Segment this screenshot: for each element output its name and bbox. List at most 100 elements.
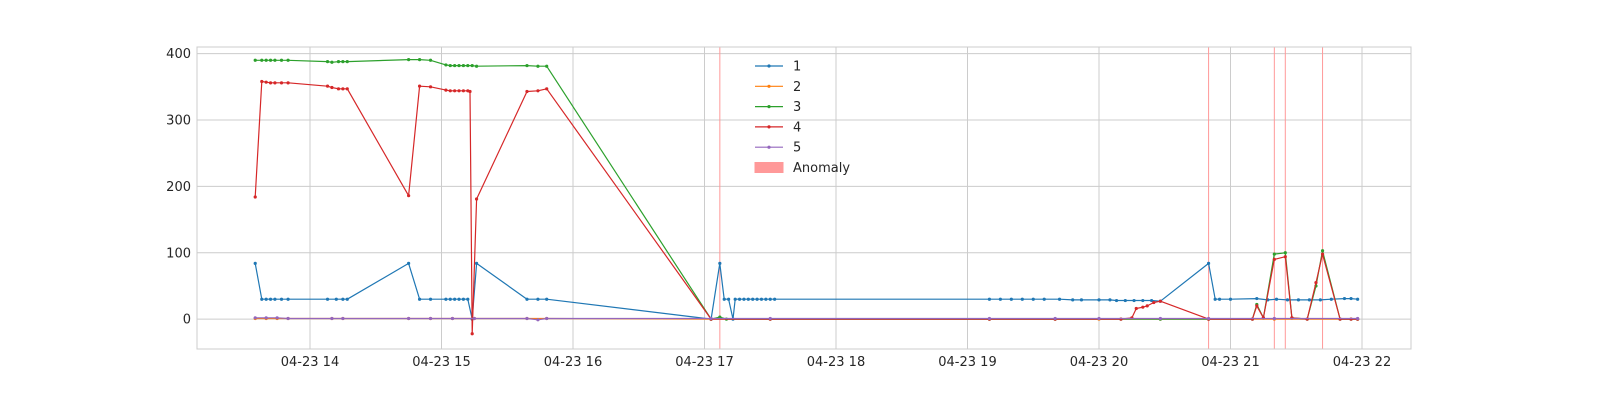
series-line — [254, 262, 1358, 320]
legend: 1 2 3 4 5 Anomaly — [754, 60, 850, 176]
data-point — [1141, 305, 1145, 309]
legend-item: 2 — [755, 80, 801, 95]
x-tick-label: 04-23 16 — [544, 355, 602, 370]
x-tick-label: 04-23 18 — [807, 355, 865, 370]
series-lines — [253, 58, 1360, 336]
data-point — [718, 261, 722, 265]
legend-marker — [767, 125, 771, 129]
data-point — [428, 316, 433, 321]
data-point — [746, 297, 750, 301]
data-point — [1320, 249, 1325, 253]
data-point — [279, 81, 284, 85]
data-point — [474, 197, 479, 201]
data-point — [545, 316, 549, 321]
data-point — [1255, 296, 1259, 301]
data-point — [457, 89, 461, 93]
data-point — [751, 297, 755, 301]
data-point — [336, 87, 341, 91]
data-point — [273, 58, 277, 62]
data-point — [1071, 298, 1075, 302]
data-point — [407, 58, 411, 62]
x-tick-label: 04-23 20 — [1070, 355, 1128, 370]
data-point — [461, 63, 466, 68]
data-point — [470, 63, 474, 68]
y-axis: 0 100 200 300 400 — [166, 47, 191, 327]
data-point — [1079, 298, 1084, 302]
data-point — [330, 85, 334, 90]
data-point — [417, 84, 422, 88]
data-point — [727, 297, 731, 301]
anomaly-markers — [719, 47, 1324, 349]
legend-swatch — [754, 162, 784, 173]
data-point — [279, 297, 284, 301]
data-point — [733, 297, 737, 301]
data-point — [444, 63, 448, 67]
data-point — [264, 316, 268, 320]
data-point — [268, 81, 273, 85]
data-point — [325, 60, 330, 64]
data-point — [1114, 298, 1119, 303]
data-point — [428, 58, 433, 62]
data-point — [1217, 297, 1222, 301]
legend-marker — [767, 105, 771, 109]
series-line — [255, 317, 1358, 321]
data-point — [286, 316, 290, 321]
data-point — [987, 297, 992, 301]
data-point — [545, 64, 549, 68]
data-point — [1158, 299, 1162, 303]
data-point — [428, 85, 433, 89]
plot-frame — [196, 46, 1412, 350]
data-point — [457, 63, 461, 68]
data-point — [1285, 298, 1290, 302]
data-point — [1314, 281, 1318, 285]
data-point — [1274, 297, 1279, 301]
data-point — [1053, 316, 1057, 321]
data-point — [1206, 261, 1211, 265]
data-point — [330, 316, 334, 321]
data-point — [345, 297, 349, 301]
data-point — [1349, 296, 1353, 301]
data-point — [407, 194, 411, 198]
data-point — [525, 63, 529, 68]
data-point — [1009, 297, 1013, 301]
data-point — [1283, 255, 1287, 259]
legend-item-anomaly: Anomaly — [754, 161, 850, 176]
data-point — [1158, 316, 1162, 321]
data-point — [461, 297, 466, 301]
data-point — [1020, 297, 1024, 301]
y-tick-label: 400 — [166, 47, 191, 62]
x-tick-label: 04-23 21 — [1201, 355, 1259, 370]
data-point — [334, 297, 338, 301]
data-point — [1307, 298, 1311, 302]
data-point — [474, 64, 479, 68]
data-point — [474, 261, 479, 265]
data-point — [1145, 304, 1149, 308]
data-point — [273, 297, 277, 301]
x-tick-label: 04-23 14 — [281, 355, 339, 370]
series-line — [255, 58, 1358, 320]
data-point — [1329, 297, 1333, 301]
data-point — [450, 316, 455, 321]
data-point — [466, 63, 470, 68]
data-point — [1108, 298, 1112, 302]
data-point — [709, 316, 713, 321]
data-point — [1296, 298, 1301, 302]
data-point — [545, 297, 549, 301]
data-point — [286, 58, 290, 62]
data-point — [286, 81, 290, 85]
legend-label: 4 — [793, 120, 801, 135]
data-point — [341, 297, 345, 301]
legend-item: 5 — [755, 141, 801, 156]
data-point — [1097, 316, 1101, 321]
data-point — [453, 297, 457, 301]
data-point — [268, 297, 273, 301]
data-point — [457, 297, 461, 301]
grid-lines — [197, 47, 1411, 349]
data-point — [466, 297, 470, 301]
data-point — [470, 332, 474, 336]
data-point — [1097, 298, 1101, 302]
data-point — [407, 261, 411, 265]
data-point — [764, 297, 768, 301]
data-point — [768, 316, 772, 321]
legend-item: 4 — [755, 120, 801, 135]
